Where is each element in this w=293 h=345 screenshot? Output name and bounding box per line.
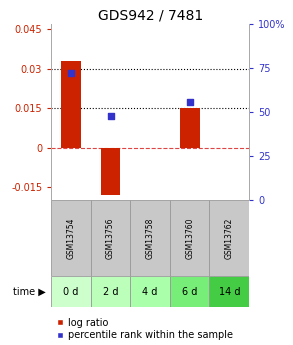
- Text: GSM13758: GSM13758: [146, 217, 155, 259]
- Text: GDS942 / 7481: GDS942 / 7481: [98, 9, 203, 23]
- Bar: [209, 276, 249, 307]
- Bar: [170, 276, 209, 307]
- Bar: [101, 148, 120, 195]
- Bar: [91, 200, 130, 276]
- Legend: log ratio, percentile rank within the sample: log ratio, percentile rank within the sa…: [56, 318, 233, 340]
- Text: 14 d: 14 d: [219, 287, 240, 296]
- Text: 0 d: 0 d: [63, 287, 79, 296]
- Point: [108, 113, 113, 118]
- Text: GSM13754: GSM13754: [67, 217, 76, 259]
- Bar: [91, 276, 130, 307]
- Text: GSM13760: GSM13760: [185, 217, 194, 259]
- Text: 2 d: 2 d: [103, 287, 118, 296]
- Text: 6 d: 6 d: [182, 287, 197, 296]
- Text: time ▶: time ▶: [13, 287, 45, 296]
- Bar: [170, 200, 209, 276]
- Text: GSM13756: GSM13756: [106, 217, 115, 259]
- Text: GSM13762: GSM13762: [225, 217, 234, 259]
- Bar: [51, 200, 91, 276]
- Bar: [130, 276, 170, 307]
- Bar: [51, 276, 91, 307]
- Bar: [61, 61, 81, 148]
- Point: [69, 71, 73, 76]
- Bar: [130, 200, 170, 276]
- Bar: [180, 108, 200, 148]
- Text: 4 d: 4 d: [142, 287, 158, 296]
- Bar: [209, 200, 249, 276]
- Point: [188, 99, 192, 104]
